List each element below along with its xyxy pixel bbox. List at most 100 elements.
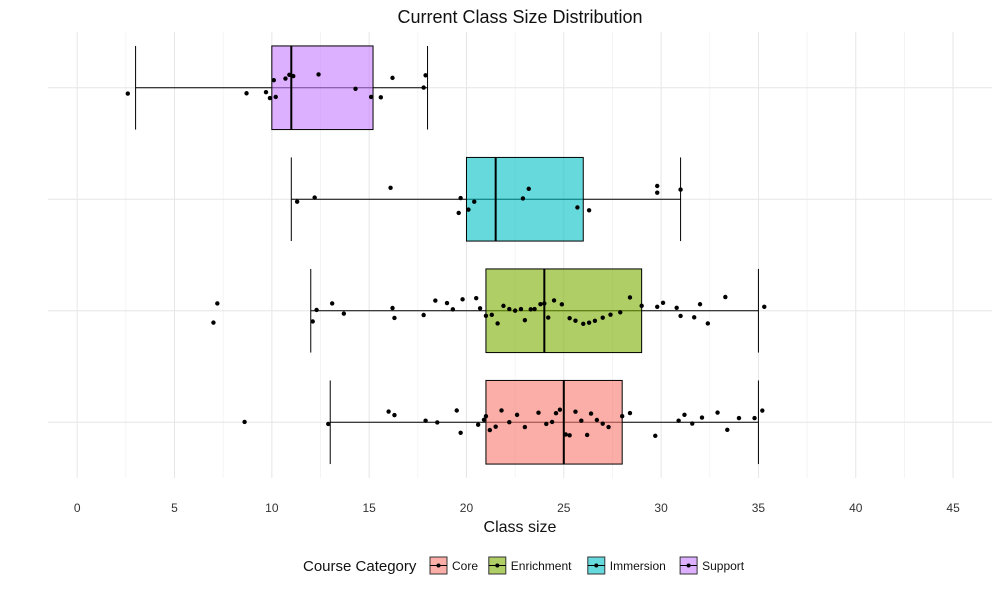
data-point (752, 415, 757, 421)
box-layer (135, 45, 759, 465)
legend-item-enrichment: Enrichment (488, 556, 572, 575)
data-point (575, 205, 580, 210)
data-point (512, 308, 518, 313)
data-point (618, 310, 623, 315)
data-point (421, 312, 426, 318)
x-tick-label: 15 (362, 501, 376, 515)
data-point (639, 303, 644, 309)
x-tick-label: 45 (946, 501, 960, 515)
data-point (563, 432, 568, 437)
data-point (392, 315, 397, 321)
data-point (507, 420, 512, 425)
data-point (655, 304, 660, 309)
data-point (474, 295, 479, 301)
data-point (594, 417, 600, 423)
data-point (475, 422, 481, 427)
legend-key-dot (594, 563, 599, 568)
data-point (586, 208, 592, 213)
data-point (678, 187, 683, 192)
data-point (287, 72, 292, 78)
legend-key-dot (686, 563, 691, 568)
data-point (518, 306, 524, 312)
data-point (544, 421, 549, 427)
data-point (660, 300, 666, 306)
data-point (458, 195, 463, 201)
data-point (390, 305, 395, 311)
data-point (584, 432, 590, 438)
data-point (273, 94, 278, 100)
data-point (314, 307, 319, 313)
data-point (549, 419, 555, 425)
data-point (211, 320, 216, 325)
data-point (499, 408, 504, 413)
box-core (329, 379, 759, 465)
data-point (697, 302, 703, 307)
data-point (557, 407, 563, 412)
data-point (501, 303, 506, 309)
point-layer (125, 72, 767, 438)
legend-label: Enrichment (511, 559, 572, 573)
x-axis-title: Class size (484, 519, 557, 536)
data-point (608, 312, 613, 317)
data-point (579, 418, 584, 423)
data-point (477, 306, 483, 311)
data-point (433, 298, 438, 303)
data-point (456, 210, 461, 216)
data-point (283, 76, 288, 81)
data-point (388, 185, 393, 191)
data-point (573, 409, 578, 414)
data-point (489, 312, 494, 318)
data-point (627, 295, 633, 300)
data-point (723, 294, 728, 300)
iqr-box (485, 268, 643, 354)
legend: Course Category Core Enrichment Immersion S… (303, 556, 745, 575)
legend-item-core: Core (429, 556, 478, 575)
data-point (567, 315, 572, 321)
x-tick-label: 40 (849, 501, 863, 515)
data-point (514, 412, 520, 418)
data-point (588, 411, 594, 416)
data-point (715, 410, 720, 415)
data-point (329, 301, 335, 306)
data-point (481, 417, 487, 422)
data-point (573, 318, 578, 323)
data-point (655, 190, 660, 195)
data-point (542, 301, 547, 306)
data-point (581, 321, 586, 327)
data-point (483, 414, 489, 419)
data-point (528, 307, 533, 312)
axis-layer: 0 5 10 15 20 25 30 35 40 45 (74, 501, 960, 515)
data-point (551, 298, 557, 303)
data-point (472, 199, 477, 204)
legend-key-dot (495, 563, 500, 568)
data-point (522, 424, 528, 430)
x-tick-label: 5 (171, 501, 178, 515)
data-point (676, 418, 681, 423)
data-point (487, 427, 493, 433)
data-point (242, 419, 247, 425)
legend-item-support: Support (679, 556, 745, 575)
data-point (692, 315, 697, 320)
data-point (390, 75, 395, 81)
x-tick-label: 10 (265, 501, 279, 515)
data-point (244, 91, 249, 96)
data-point (483, 313, 489, 318)
data-point (606, 424, 611, 430)
iqr-box (271, 45, 374, 131)
data-point (520, 196, 526, 201)
data-point (312, 195, 317, 200)
data-point (341, 311, 347, 316)
data-point (466, 207, 471, 212)
data-point (762, 304, 767, 310)
data-point (592, 318, 598, 323)
data-point (760, 408, 765, 413)
data-point (627, 410, 633, 416)
data-point (725, 427, 730, 433)
data-point (378, 95, 384, 100)
legend-title: Course Category (303, 558, 417, 575)
data-point (368, 94, 374, 100)
data-point (600, 315, 605, 320)
data-point (271, 78, 276, 83)
legend-key-dot (436, 563, 441, 568)
